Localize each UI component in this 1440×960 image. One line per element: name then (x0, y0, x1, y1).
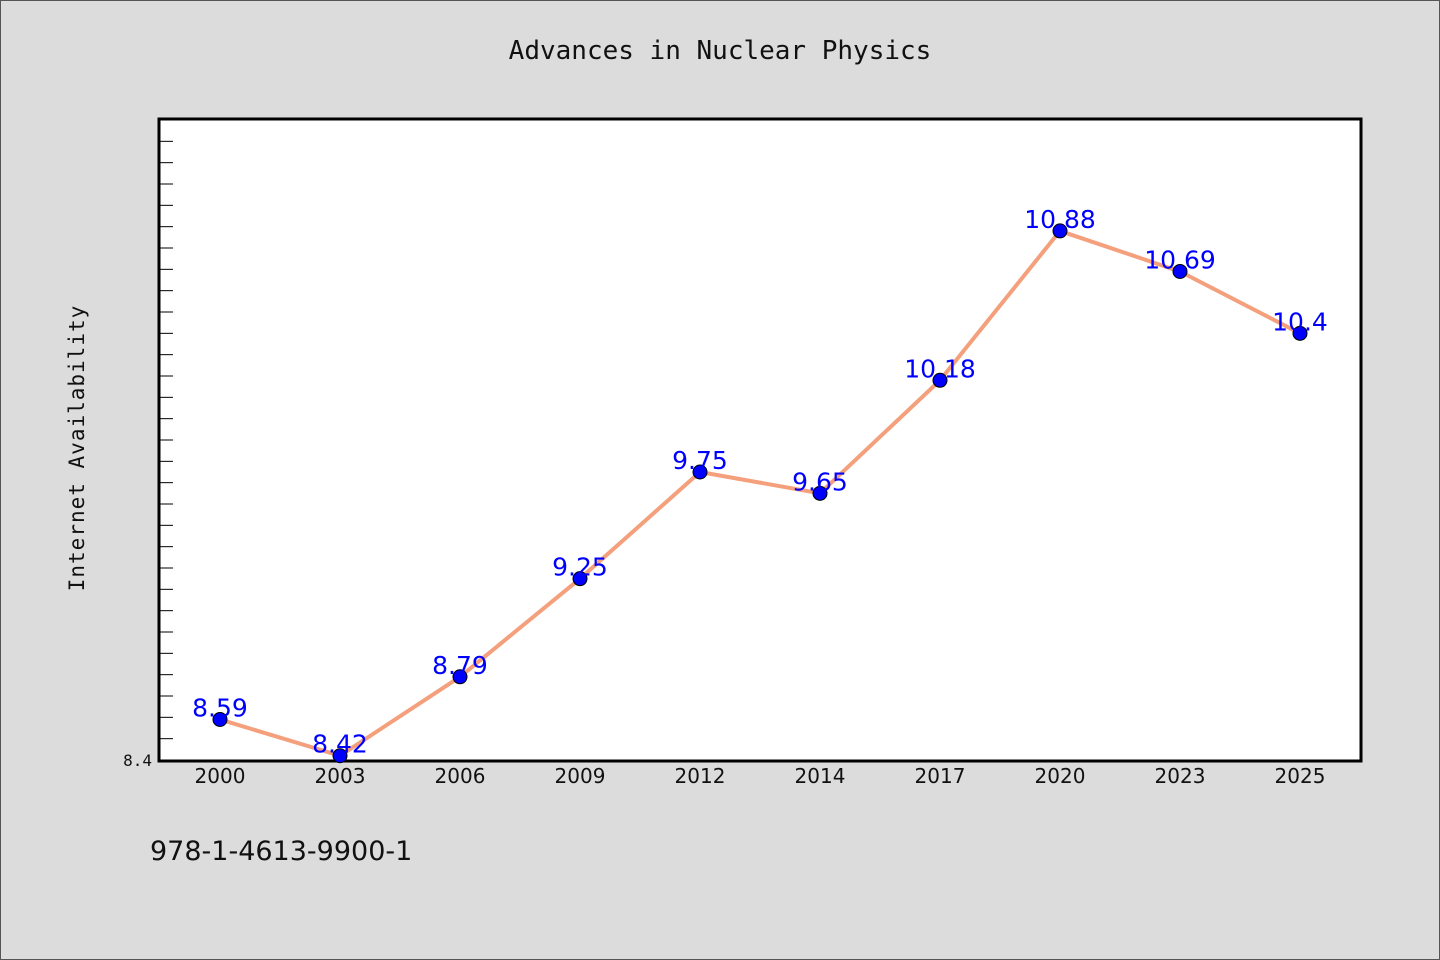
data-point (1172, 263, 1188, 279)
x-axis-tick-labels: 2000 2003 2006 2009 2012 2014 2017 2020 2023 2025 (195, 764, 1326, 788)
series-line (219, 228, 1301, 758)
plot-area (157, 117, 1363, 763)
data-label: 10.18 (904, 354, 976, 383)
data-point (212, 711, 228, 727)
x-tick-label: 2020 (1035, 764, 1086, 788)
x-tick-label: 2025 (1275, 764, 1326, 788)
data-point (812, 485, 828, 501)
data-label: 9.25 (552, 553, 608, 582)
x-tick-label: 2017 (915, 764, 966, 788)
data-label: 9.65 (792, 467, 848, 496)
data-label: 10.69 (1144, 245, 1216, 274)
data-point (1292, 325, 1308, 341)
data-label: 9.75 (672, 446, 728, 475)
x-tick-label: 2006 (435, 764, 486, 788)
y-tick-label: 8.4 (123, 751, 152, 770)
data-label: 10.88 (1024, 205, 1096, 234)
data-point (932, 372, 948, 388)
data-label: 8.59 (192, 693, 248, 722)
series-markers (212, 223, 1308, 764)
x-tick-label: 2003 (315, 764, 366, 788)
y-axis-tick-labels: 8.4 (123, 751, 152, 770)
data-label: 8.42 (312, 730, 368, 759)
x-tick-label: 2009 (555, 764, 606, 788)
data-label: 8.79 (432, 651, 488, 680)
x-tick-label: 2014 (795, 764, 846, 788)
x-tick-label: 2000 (195, 764, 246, 788)
data-labels: 8.59 8.42 8.79 9.25 9.75 9.65 10.18 10.88 10.69 1… (192, 205, 1328, 759)
data-label: 10.4 (1272, 307, 1328, 336)
data-point (572, 571, 588, 587)
isbn-text: 978-1-4613-9900-1 (150, 836, 413, 867)
data-point (692, 464, 708, 480)
x-tick-label: 2012 (675, 764, 726, 788)
y-axis-ticks (160, 140, 173, 761)
data-point (452, 669, 468, 685)
x-tick-label: 2023 (1155, 764, 1206, 788)
chart-title: Advances in Nuclear Physics (508, 36, 932, 66)
data-point (1052, 223, 1068, 239)
data-point (332, 748, 348, 764)
